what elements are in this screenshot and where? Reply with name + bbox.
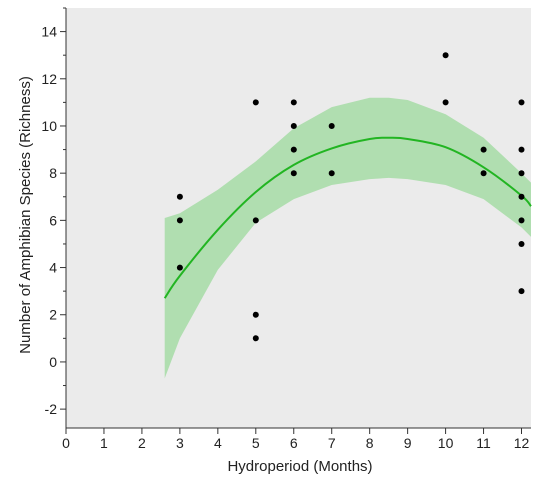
fit-line-layer [163, 136, 532, 299]
x-tick-label: 5 [252, 435, 260, 451]
data-point [518, 241, 525, 247]
data-point [480, 170, 487, 177]
x-tick-label: 6 [290, 435, 298, 451]
y-tick-label: 10 [41, 118, 57, 134]
confidence-band-layer [164, 97, 531, 379]
x-tick-label: 8 [366, 435, 374, 451]
data-point [442, 99, 449, 106]
data-point [290, 99, 297, 106]
data-point [442, 52, 449, 59]
fit-line [163, 136, 532, 299]
x-tick-label: 7 [328, 435, 336, 451]
data-point [328, 123, 335, 129]
data-point [328, 170, 335, 177]
data-point [252, 311, 259, 318]
data-points [176, 52, 525, 342]
x-tick-label: 12 [514, 435, 530, 451]
x-tick-label: 0 [62, 435, 70, 451]
data-point [290, 170, 297, 177]
x-tick-label: 3 [176, 435, 184, 451]
data-point [290, 146, 297, 153]
data-point [290, 123, 297, 129]
data-point [480, 146, 487, 153]
y-tick-label: 2 [49, 307, 57, 323]
data-point [176, 264, 183, 271]
data-point [176, 217, 183, 224]
data-point [252, 335, 259, 342]
data-point [518, 288, 525, 295]
confidence-band [164, 97, 531, 379]
data-point [176, 193, 183, 200]
data-point [252, 217, 259, 224]
data-point [518, 99, 525, 106]
x-tick-label: 4 [214, 435, 222, 451]
y-tick-label: 8 [49, 165, 57, 181]
x-tick-label: 9 [404, 435, 412, 451]
y-axis-title: Number of Amphibian Species (Richness) [17, 76, 34, 354]
x-tick-label: 1 [100, 435, 108, 451]
x-axis-title: Hydroperiod (Months) [227, 458, 372, 475]
x-tick-label: 11 [476, 435, 491, 451]
data-point [518, 193, 525, 200]
y-tick-label: 0 [49, 354, 57, 370]
plot-background [66, 8, 531, 428]
x-tick-label: 2 [138, 435, 146, 451]
data-point [518, 146, 525, 153]
x-tick-label: 10 [438, 435, 454, 451]
y-tick-label: 14 [41, 24, 57, 40]
data-point [518, 170, 525, 177]
y-tick-label: 4 [49, 260, 57, 276]
data-point [252, 99, 259, 106]
y-tick-label: 12 [41, 71, 57, 87]
y-tick-label: -2 [45, 401, 58, 417]
y-tick-label: 6 [49, 212, 57, 228]
data-point [518, 217, 525, 224]
